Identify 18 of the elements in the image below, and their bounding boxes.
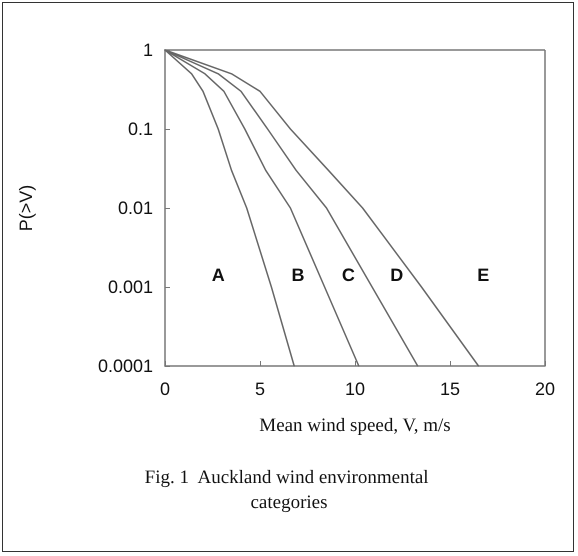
x-tick-label: 15 [440,379,460,399]
x-tick-label: 5 [254,379,266,399]
x-tick-label: 20 [534,379,556,399]
y-tick-label: 0.0001 [98,356,153,376]
x-tick-label: 10 [344,379,366,399]
text: Fig. 1 Auckland wind environmental categories [144,467,434,513]
y-tick-label: 1 [142,40,153,60]
y-tick-label: 0.001 [108,277,153,297]
y-tick-label: 0.01 [118,198,153,218]
annotation: B [292,265,304,285]
x-tick-label: 0 [160,379,170,399]
x-axis-title: Mean wind speed, V, m/s [259,415,451,436]
annotation: D [390,265,404,285]
y-axis-title: P(>V) [16,184,36,232]
annotation: C [342,265,355,285]
annotation: E [477,265,490,285]
y-tick-label: 0.1 [128,119,153,139]
annotation: A [212,265,225,285]
